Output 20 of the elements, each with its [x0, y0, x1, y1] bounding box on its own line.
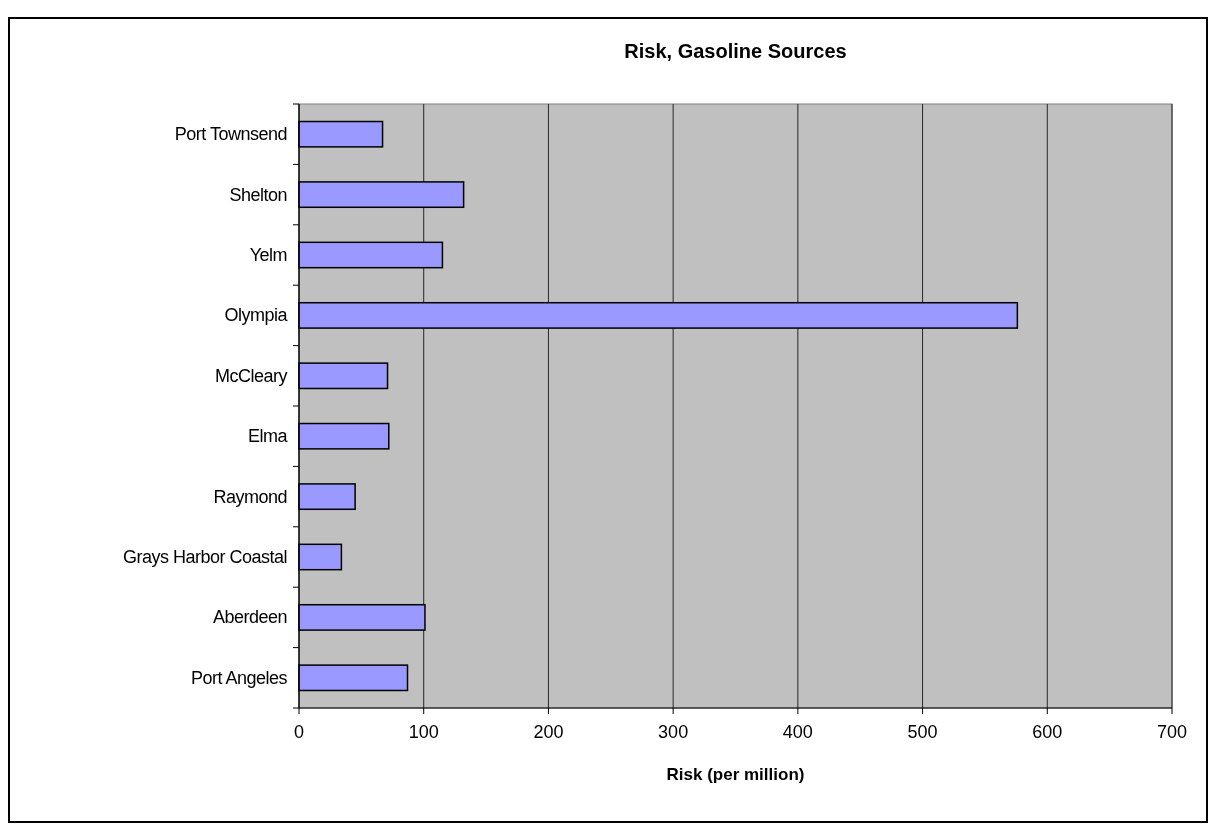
- y-tick-label: Yelm: [249, 245, 287, 265]
- x-tick-label: 600: [1032, 722, 1063, 742]
- x-tick-label: 300: [658, 722, 689, 742]
- y-tick-label: Port Townsend: [174, 124, 287, 145]
- y-tick-label: Port Angeles: [190, 667, 288, 688]
- x-tick-label: 500: [907, 722, 938, 742]
- x-tick-label: 100: [408, 722, 439, 742]
- chart-title: Risk, Gasoline Sources: [624, 40, 847, 62]
- y-tick-label: Elma: [247, 426, 289, 447]
- x-tick-label: 400: [782, 722, 813, 742]
- x-tick-label: 200: [533, 722, 564, 742]
- y-tick-label: Olympia: [224, 305, 289, 326]
- y-tick-label: Raymond: [213, 486, 287, 507]
- x-axis-title: Risk (per million): [666, 765, 805, 784]
- x-tick-label: 0: [293, 722, 305, 742]
- x-tick-label: 700: [1156, 722, 1188, 742]
- y-tick-label: Grays Harbor Coastal: [122, 547, 287, 567]
- y-tick-label: Aberdeen: [212, 607, 287, 628]
- y-tick-label: Shelton: [229, 184, 287, 205]
- y-tick-label: McCleary: [214, 365, 288, 386]
